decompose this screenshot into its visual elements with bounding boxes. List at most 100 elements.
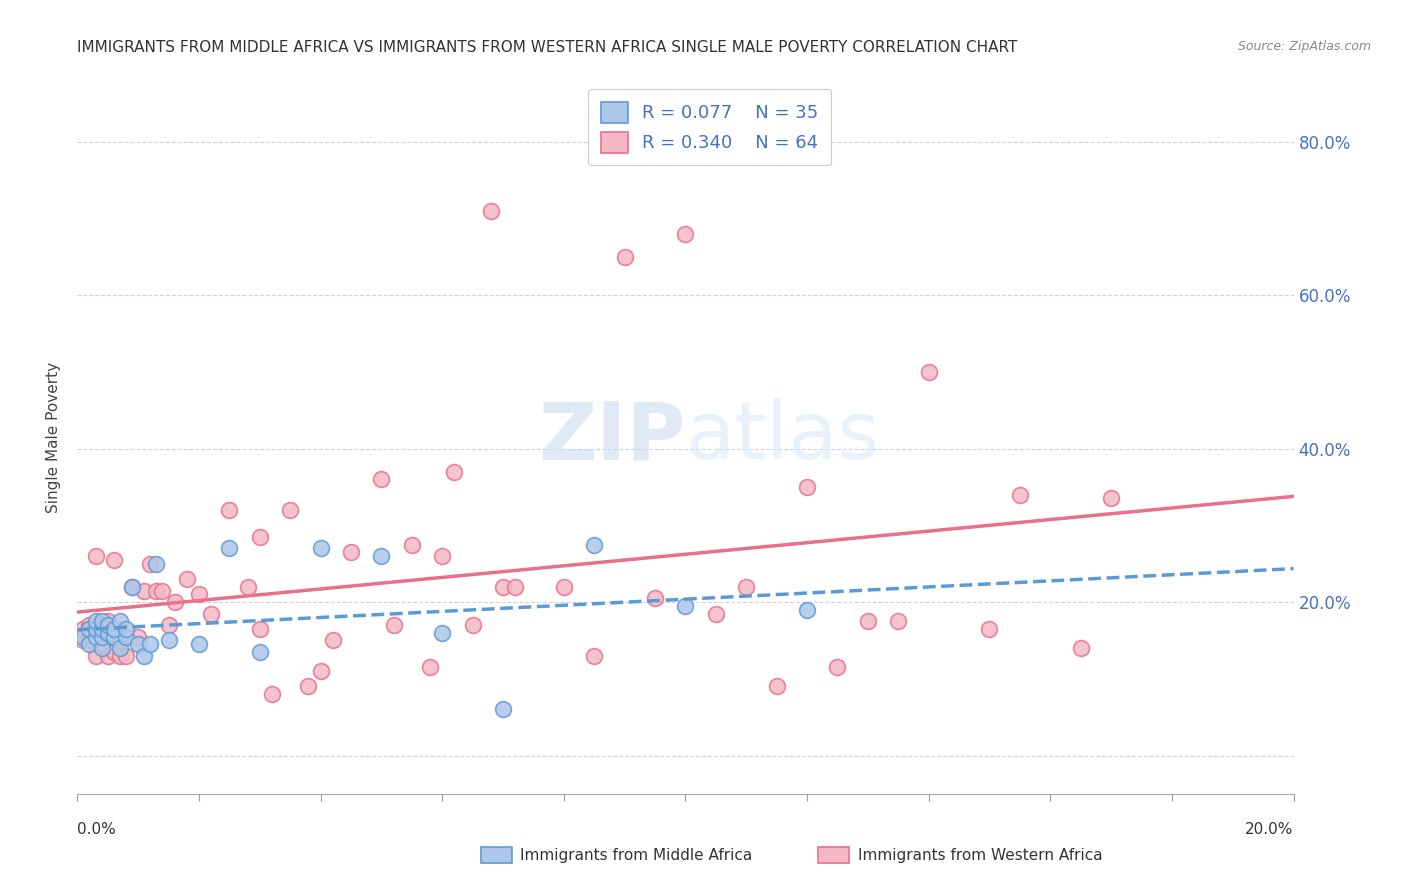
Text: IMMIGRANTS FROM MIDDLE AFRICA VS IMMIGRANTS FROM WESTERN AFRICA SINGLE MALE POVE: IMMIGRANTS FROM MIDDLE AFRICA VS IMMIGRA… bbox=[77, 40, 1018, 55]
Point bbox=[583, 537, 606, 551]
Point bbox=[503, 580, 526, 594]
Point bbox=[218, 503, 240, 517]
Text: Immigrants from Western Africa: Immigrants from Western Africa bbox=[858, 848, 1102, 863]
Point bbox=[97, 625, 120, 640]
Point bbox=[765, 680, 787, 694]
Point bbox=[127, 630, 149, 644]
Point bbox=[188, 637, 211, 651]
Point bbox=[108, 648, 131, 663]
Point bbox=[492, 702, 515, 716]
Point bbox=[121, 580, 143, 594]
Point bbox=[145, 583, 167, 598]
Point bbox=[97, 648, 120, 663]
Point bbox=[84, 630, 107, 644]
Point bbox=[675, 599, 697, 613]
Point bbox=[90, 622, 112, 636]
Point bbox=[103, 622, 125, 636]
Point bbox=[103, 645, 125, 659]
Point bbox=[84, 614, 107, 628]
Point bbox=[401, 537, 423, 551]
Point bbox=[249, 645, 271, 659]
Point bbox=[887, 614, 910, 628]
Point bbox=[918, 365, 941, 379]
Point bbox=[90, 637, 112, 651]
Point bbox=[134, 583, 156, 598]
Point bbox=[72, 622, 94, 636]
Point bbox=[97, 618, 120, 632]
Text: 0.0%: 0.0% bbox=[77, 822, 117, 837]
Point bbox=[340, 545, 363, 559]
Point bbox=[735, 580, 758, 594]
Point bbox=[675, 227, 697, 241]
Point bbox=[200, 607, 222, 621]
Point bbox=[382, 618, 405, 632]
Point bbox=[249, 530, 271, 544]
Point bbox=[90, 618, 112, 632]
Point bbox=[163, 595, 186, 609]
Point bbox=[108, 614, 131, 628]
Point bbox=[90, 630, 112, 644]
Point bbox=[79, 633, 101, 648]
Point bbox=[370, 549, 392, 563]
Point bbox=[84, 549, 107, 563]
Point bbox=[492, 580, 515, 594]
Point bbox=[1099, 491, 1122, 506]
Point bbox=[139, 557, 162, 571]
Point bbox=[115, 648, 138, 663]
Point bbox=[827, 660, 849, 674]
Point bbox=[108, 633, 131, 648]
Point bbox=[796, 603, 818, 617]
Point bbox=[1008, 488, 1031, 502]
Point bbox=[322, 633, 344, 648]
Point bbox=[644, 591, 666, 606]
Point bbox=[121, 580, 143, 594]
Point bbox=[236, 580, 259, 594]
Point bbox=[152, 583, 174, 598]
Point bbox=[260, 687, 283, 701]
Point bbox=[176, 572, 198, 586]
Point bbox=[97, 614, 120, 628]
Point bbox=[79, 618, 101, 632]
Point bbox=[115, 630, 138, 644]
Point bbox=[157, 618, 180, 632]
Point bbox=[134, 648, 156, 663]
Point bbox=[249, 622, 271, 636]
Point bbox=[115, 622, 138, 636]
Point bbox=[84, 648, 107, 663]
Point bbox=[145, 557, 167, 571]
Point bbox=[79, 637, 101, 651]
Point bbox=[108, 641, 131, 656]
Point bbox=[278, 503, 301, 517]
Text: Immigrants from Middle Africa: Immigrants from Middle Africa bbox=[520, 848, 752, 863]
Point bbox=[613, 250, 636, 264]
Point bbox=[479, 203, 502, 218]
Y-axis label: Single Male Poverty: Single Male Poverty bbox=[46, 361, 62, 513]
Text: atlas: atlas bbox=[686, 398, 880, 476]
Point bbox=[979, 622, 1001, 636]
Text: 20.0%: 20.0% bbox=[1246, 822, 1294, 837]
Point bbox=[443, 465, 465, 479]
Point bbox=[583, 648, 606, 663]
Text: Source: ZipAtlas.com: Source: ZipAtlas.com bbox=[1237, 40, 1371, 54]
Point bbox=[72, 633, 94, 648]
Point bbox=[1070, 641, 1092, 656]
Point bbox=[90, 614, 112, 628]
Point bbox=[79, 622, 101, 636]
Point bbox=[90, 641, 112, 656]
Point bbox=[297, 680, 319, 694]
Text: ZIP: ZIP bbox=[538, 398, 686, 476]
Point bbox=[309, 664, 332, 678]
Point bbox=[419, 660, 441, 674]
Legend: R = 0.077    N = 35, R = 0.340    N = 64: R = 0.077 N = 35, R = 0.340 N = 64 bbox=[588, 89, 831, 165]
Point bbox=[188, 587, 211, 601]
Point bbox=[370, 472, 392, 486]
Point bbox=[461, 618, 484, 632]
Point bbox=[553, 580, 575, 594]
Point bbox=[309, 541, 332, 556]
Point bbox=[84, 630, 107, 644]
Point bbox=[432, 625, 454, 640]
Point bbox=[103, 553, 125, 567]
Point bbox=[84, 622, 107, 636]
Point bbox=[103, 630, 125, 644]
Point bbox=[796, 480, 818, 494]
